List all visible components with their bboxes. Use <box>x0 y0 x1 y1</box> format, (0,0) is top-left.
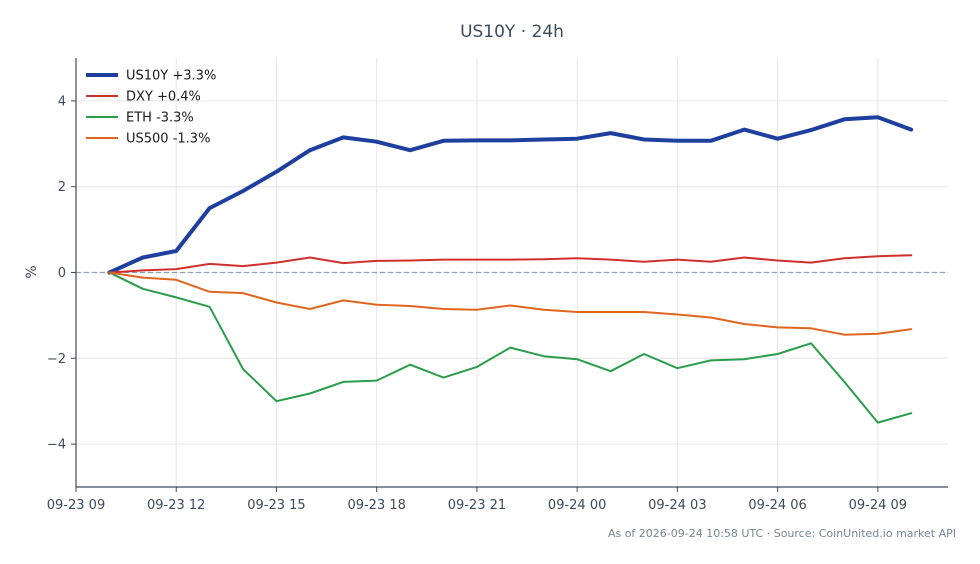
series-line-1 <box>108 254 913 274</box>
y-tick-label: 0 <box>58 266 66 281</box>
series-line-0 <box>107 115 914 275</box>
series-line-3 <box>108 271 913 336</box>
y-tick-label: −4 <box>47 438 66 453</box>
axes: 09-23 09 09-23 12 09-23 15 09-23 18 09-23 21… <box>47 58 948 513</box>
x-tick-label: 09-24 03 <box>648 498 706 513</box>
legend-label: ETH -3.3% <box>126 111 194 126</box>
legend-item: DXY +0.4% <box>86 90 201 105</box>
legend-item: US500 -1.3% <box>86 132 210 147</box>
x-tick-label: 09-23 15 <box>247 498 305 513</box>
legend: US10Y +3.3% DXY +0.4% ETH -3.3% US500 -1.3% <box>86 69 216 147</box>
series-lines <box>107 115 914 424</box>
y-axis-label: % <box>24 265 40 278</box>
legend-item: ETH -3.3% <box>86 111 194 126</box>
legend-label: US10Y +3.3% <box>126 69 216 84</box>
series-line-2 <box>108 271 913 424</box>
y-tick-label: 4 <box>58 94 66 109</box>
x-tick-label: 09-23 12 <box>147 498 205 513</box>
y-tick-label: −2 <box>47 352 66 367</box>
x-tick-label: 09-24 06 <box>748 498 806 513</box>
x-tick-label: 09-24 00 <box>548 498 606 513</box>
x-tick-label: 09-23 18 <box>347 498 405 513</box>
chart-title: US10Y · 24h <box>460 22 564 42</box>
y-tick-label: 2 <box>58 180 66 195</box>
source-footnote: As of 2026-09-24 10:58 UTC · Source: Coi… <box>608 527 956 540</box>
x-tick-label: 09-23 21 <box>448 498 506 513</box>
legend-label: DXY +0.4% <box>126 90 201 105</box>
x-tick-label: 09-23 09 <box>47 498 105 513</box>
legend-label: US500 -1.3% <box>126 132 210 147</box>
x-tick-label: 09-24 09 <box>849 498 907 513</box>
legend-item: US10Y +3.3% <box>86 69 216 84</box>
